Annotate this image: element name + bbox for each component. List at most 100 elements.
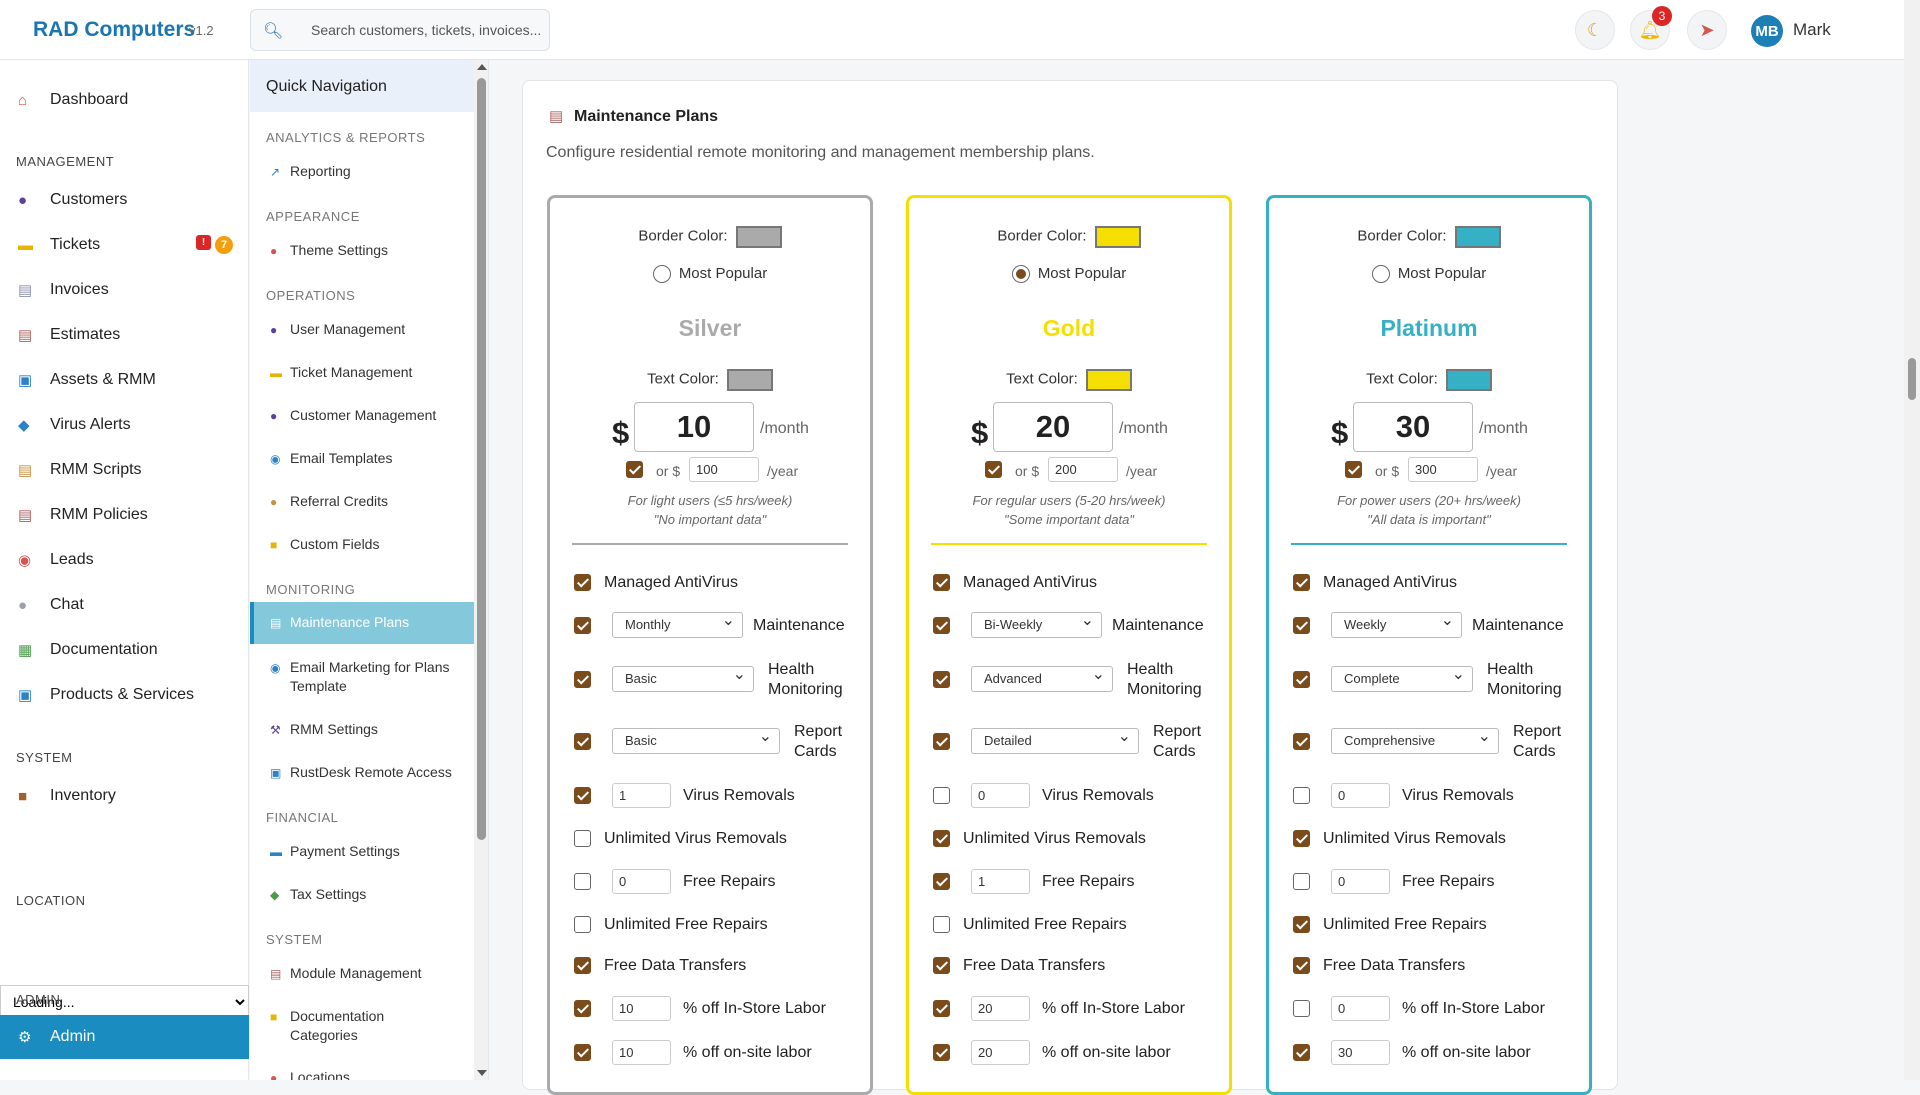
onsite-discount-checkbox[interactable] <box>933 1044 950 1061</box>
most-popular-row[interactable]: Most Popular <box>550 265 870 284</box>
free-repairs-checkbox[interactable] <box>933 873 950 890</box>
sidebar-item-assets-rmm[interactable]: ▣ Assets & RMM <box>0 360 249 400</box>
data-transfers-checkbox[interactable] <box>933 957 950 974</box>
sidebar-item-rmm-policies[interactable]: ▤ RMM Policies <box>0 495 249 535</box>
monthly-price-input[interactable]: 20 <box>993 402 1113 452</box>
dark-mode-button[interactable]: ☾ <box>1575 10 1615 50</box>
virus-removals-input[interactable]: 1 <box>612 783 671 808</box>
qn-item-payment-settings[interactable]: ▬ Payment Settings <box>250 842 474 862</box>
maintenance-frequency-select[interactable]: Weekly <box>1331 609 1462 638</box>
sidebar-item-estimates[interactable]: ▤ Estimates <box>0 315 249 355</box>
report-cards-checkbox[interactable] <box>933 733 950 750</box>
monthly-price-input[interactable]: 10 <box>634 402 754 452</box>
qn-item-email-templates[interactable]: ◉ Email Templates <box>250 449 474 469</box>
qn-item-documentation-categories[interactable]: ■ Documentation Categories <box>250 1007 474 1045</box>
most-popular-radio[interactable] <box>1371 265 1390 284</box>
free-repairs-checkbox[interactable] <box>574 873 591 890</box>
yearly-price-input[interactable]: 200 <box>1048 457 1118 482</box>
text-color-picker[interactable] <box>726 369 773 391</box>
border-color-picker[interactable] <box>735 226 782 248</box>
qn-item-custom-fields[interactable]: ■ Custom Fields <box>250 535 474 555</box>
antivirus-checkbox[interactable] <box>574 574 591 591</box>
sidebar-item-products-services[interactable]: ▣ Products & Services <box>0 675 249 715</box>
qn-item-module-management[interactable]: ▤ Module Management <box>250 964 474 984</box>
virus-removals-checkbox[interactable] <box>1293 787 1310 804</box>
avatar[interactable]: MB <box>1751 15 1783 47</box>
onsite-discount-checkbox[interactable] <box>574 1044 591 1061</box>
qn-item-rustdesk[interactable]: ▣ RustDesk Remote Access <box>250 763 474 783</box>
sidebar-item-inventory[interactable]: ■ Inventory <box>0 776 249 816</box>
virus-removals-checkbox[interactable] <box>933 787 950 804</box>
health-monitoring-checkbox[interactable] <box>574 671 591 688</box>
instore-discount-checkbox[interactable] <box>574 1000 591 1017</box>
virus-removals-checkbox[interactable] <box>574 787 591 804</box>
sidebar-item-rmm-scripts[interactable]: ▤ RMM Scripts <box>0 450 249 490</box>
free-repairs-input[interactable]: 0 <box>1331 869 1390 894</box>
unlimited-virus-removals-checkbox[interactable] <box>933 830 950 847</box>
page-scrollbar-thumb[interactable] <box>1908 358 1916 400</box>
onsite-discount-input[interactable]: 20 <box>971 1040 1030 1065</box>
quick-nav-scrollbar[interactable] <box>474 60 488 1080</box>
sidebar-item-customers[interactable]: ● Customers <box>0 180 249 220</box>
onsite-discount-input[interactable]: 30 <box>1331 1040 1390 1065</box>
qn-item-theme-settings[interactable]: ● Theme Settings <box>250 241 474 261</box>
report-cards-checkbox[interactable] <box>1293 733 1310 750</box>
data-transfers-checkbox[interactable] <box>574 957 591 974</box>
health-monitoring-checkbox[interactable] <box>1293 671 1310 688</box>
report-cards-checkbox[interactable] <box>574 733 591 750</box>
free-repairs-input[interactable]: 0 <box>612 869 671 894</box>
qn-item-customer-management[interactable]: ● Customer Management <box>250 406 474 426</box>
quick-nav-scrollbar-thumb[interactable] <box>477 78 486 840</box>
report-cards-select[interactable]: Basic <box>612 725 780 754</box>
yearly-price-checkbox[interactable] <box>626 461 643 478</box>
instore-discount-input[interactable]: 10 <box>612 996 671 1021</box>
onsite-discount-input[interactable]: 10 <box>612 1040 671 1065</box>
virus-removals-input[interactable]: 0 <box>971 783 1030 808</box>
instore-discount-checkbox[interactable] <box>1293 1000 1310 1017</box>
most-popular-row[interactable]: Most Popular <box>909 265 1229 284</box>
text-color-picker[interactable] <box>1085 369 1132 391</box>
monthly-price-input[interactable]: 30 <box>1353 402 1473 452</box>
unlimited-free-repairs-checkbox[interactable] <box>1293 916 1310 933</box>
border-color-picker[interactable] <box>1454 226 1501 248</box>
sidebar-item-chat[interactable]: ● Chat <box>0 585 249 625</box>
maintenance-frequency-select[interactable]: Bi-Weekly <box>971 609 1102 638</box>
qn-item-reporting[interactable]: ↗ Reporting <box>250 162 474 182</box>
most-popular-radio[interactable] <box>1011 265 1030 284</box>
scroll-down-arrow-icon[interactable] <box>477 1070 487 1076</box>
sidebar-item-invoices[interactable]: ▤ Invoices <box>0 270 249 310</box>
health-monitoring-select[interactable]: Advanced <box>971 663 1113 692</box>
text-color-picker[interactable] <box>1445 369 1492 391</box>
yearly-price-checkbox[interactable] <box>1345 461 1362 478</box>
health-monitoring-checkbox[interactable] <box>933 671 950 688</box>
user-name[interactable]: Mark <box>1793 20 1831 39</box>
yearly-price-input[interactable]: 100 <box>689 457 759 482</box>
most-popular-row[interactable]: Most Popular <box>1269 265 1589 284</box>
qn-item-maintenance-plans[interactable]: ▤ Maintenance Plans <box>250 602 474 644</box>
qn-item-tax-settings[interactable]: ◆ Tax Settings <box>250 885 474 905</box>
antivirus-checkbox[interactable] <box>1293 574 1310 591</box>
qn-item-referral-credits[interactable]: ● Referral Credits <box>250 492 474 512</box>
qn-item-email-marketing[interactable]: ◉ Email Marketing for Plans Template <box>250 658 474 696</box>
unlimited-virus-removals-checkbox[interactable] <box>574 830 591 847</box>
report-cards-select[interactable]: Detailed <box>971 725 1139 754</box>
most-popular-radio[interactable] <box>652 265 671 284</box>
sidebar-item-documentation[interactable]: ▦ Documentation <box>0 630 249 670</box>
unlimited-free-repairs-checkbox[interactable] <box>574 916 591 933</box>
quick-launch-button[interactable]: ➤ <box>1687 10 1727 50</box>
qn-item-locations[interactable]: ● Locations <box>250 1068 474 1080</box>
sidebar-item-virus-alerts[interactable]: ◆ Virus Alerts <box>0 405 249 445</box>
qn-item-user-management[interactable]: ● User Management <box>250 320 474 340</box>
yearly-price-checkbox[interactable] <box>985 461 1002 478</box>
sidebar-item-dashboard[interactable]: ⌂ Dashboard <box>0 80 249 120</box>
instore-discount-checkbox[interactable] <box>933 1000 950 1017</box>
free-repairs-checkbox[interactable] <box>1293 873 1310 890</box>
maintenance-checkbox[interactable] <box>574 617 591 634</box>
data-transfers-checkbox[interactable] <box>1293 957 1310 974</box>
border-color-picker[interactable] <box>1094 226 1141 248</box>
sidebar-item-admin[interactable]: ⚙ Admin <box>0 1015 249 1059</box>
qn-item-ticket-management[interactable]: ▬ Ticket Management <box>250 363 474 383</box>
scroll-up-arrow-icon[interactable] <box>477 64 487 70</box>
instore-discount-input[interactable]: 20 <box>971 996 1030 1021</box>
report-cards-select[interactable]: Comprehensive <box>1331 725 1499 754</box>
